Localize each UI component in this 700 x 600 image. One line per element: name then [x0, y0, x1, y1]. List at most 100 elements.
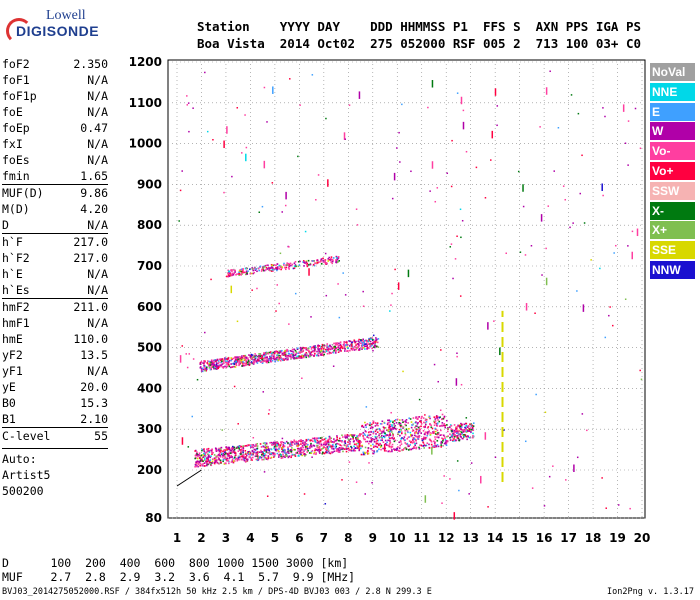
noise-point	[350, 446, 353, 449]
echo-point	[283, 445, 286, 448]
echo-point	[274, 445, 277, 447]
echo-point	[410, 426, 413, 429]
echo-point	[399, 440, 402, 442]
echo-point	[417, 421, 419, 424]
echo-point	[238, 273, 241, 275]
noise-point	[602, 194, 604, 197]
echo-point	[217, 366, 220, 369]
echo-point	[373, 438, 375, 441]
echo-point	[201, 457, 203, 460]
echo-point	[238, 360, 241, 363]
noise-point	[456, 355, 458, 358]
noise-point	[325, 117, 327, 120]
echo-point	[208, 455, 210, 458]
echo-point	[369, 427, 372, 430]
echo-point	[455, 427, 458, 430]
y-tick-label: 80	[145, 511, 162, 525]
echo-point	[194, 454, 197, 457]
echo-point	[217, 449, 220, 451]
echo-point	[360, 342, 362, 345]
noise-point	[590, 259, 592, 261]
noise-point	[206, 130, 209, 133]
echo-point	[282, 455, 285, 458]
echo-point	[391, 432, 394, 435]
echo-point	[372, 420, 375, 423]
echo-point	[230, 455, 233, 457]
echo-point	[468, 436, 471, 439]
noise-point	[233, 385, 236, 388]
echo-point	[302, 448, 304, 451]
echo-point	[373, 450, 375, 452]
echo-point	[263, 355, 266, 357]
echo-point	[422, 430, 425, 432]
param-row: yE 20.0	[2, 379, 108, 395]
echo-point	[264, 442, 266, 444]
echo-point	[381, 439, 383, 442]
echo-point	[390, 437, 392, 439]
echo-point	[258, 457, 260, 460]
echo-point	[260, 456, 263, 459]
param-value: N/A	[87, 316, 108, 330]
echo-point	[196, 457, 199, 460]
echo-point	[218, 452, 221, 454]
echo-point	[371, 426, 374, 429]
echo-point	[435, 422, 438, 425]
echo-point	[257, 267, 260, 270]
echo-point	[300, 440, 302, 443]
x-tick-label: 5	[271, 531, 279, 545]
echo-point	[333, 450, 336, 453]
echo-point	[242, 447, 245, 449]
noise-point	[639, 147, 642, 150]
echo-point	[377, 424, 379, 427]
echo-point	[249, 362, 252, 364]
echo-point	[280, 356, 282, 359]
echo-point	[230, 274, 233, 277]
echo-point	[245, 362, 247, 365]
echo-point	[279, 355, 282, 357]
noise-point	[356, 224, 359, 226]
noise-point	[427, 106, 429, 109]
echo-point	[202, 362, 204, 364]
echo-point	[244, 457, 247, 460]
echo-point	[370, 425, 373, 428]
echo-point	[318, 349, 320, 351]
echo-point	[327, 443, 330, 446]
echo-point	[199, 363, 202, 365]
y-tick-label: 1000	[129, 137, 162, 151]
echo-point	[356, 447, 358, 449]
echo-point	[230, 450, 232, 452]
echo-point	[424, 436, 427, 439]
echo-point	[354, 341, 356, 344]
echo-point	[240, 268, 243, 271]
param-value: N/A	[87, 218, 108, 232]
echo-point	[254, 449, 257, 451]
echo-point	[206, 360, 209, 362]
echo-point	[229, 366, 232, 369]
echo-point	[419, 428, 422, 431]
echo-point	[333, 349, 335, 352]
echo-point	[463, 433, 465, 436]
echo-point	[459, 430, 462, 433]
param-value: N/A	[87, 283, 108, 297]
echo-point	[248, 444, 250, 446]
echo-point	[454, 435, 457, 437]
echo-point	[348, 449, 351, 452]
echo-point	[228, 457, 230, 460]
echo-point	[312, 444, 315, 447]
echo-point	[289, 262, 292, 265]
echo-point	[282, 448, 285, 451]
echo-point	[198, 460, 200, 463]
echo-point	[260, 357, 262, 360]
echo-point	[262, 455, 264, 457]
echo-point	[303, 261, 305, 264]
echo-point	[372, 431, 375, 434]
echo-point	[233, 361, 236, 364]
echo-point	[373, 342, 375, 345]
echo-point	[221, 452, 223, 455]
echo-point	[356, 440, 359, 443]
echo-point	[381, 437, 383, 439]
echo-point	[358, 449, 361, 452]
echo-point	[333, 342, 335, 345]
noise-point	[627, 245, 629, 247]
echo-point	[353, 340, 356, 343]
